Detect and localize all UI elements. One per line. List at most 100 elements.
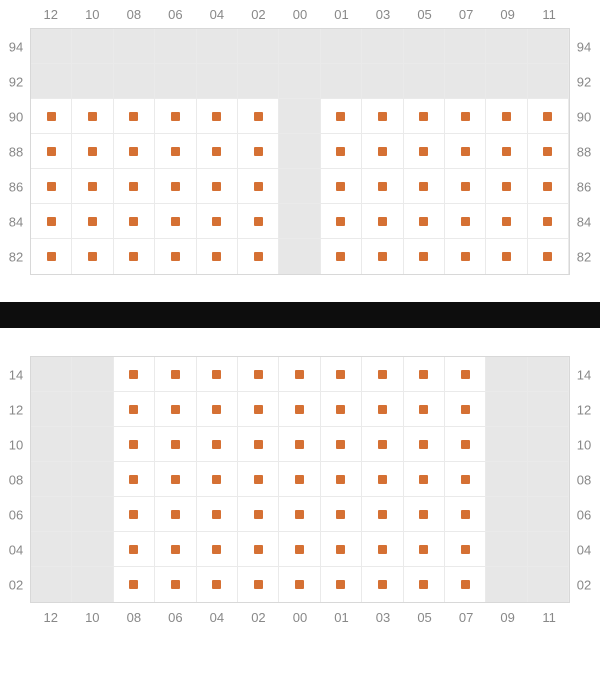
seat-cell[interactable] <box>362 392 403 427</box>
seat-cell[interactable] <box>114 357 155 392</box>
seat-cell[interactable] <box>279 567 320 602</box>
seat-cell[interactable] <box>114 567 155 602</box>
seat-cell[interactable] <box>279 357 320 392</box>
seat-cell[interactable] <box>31 99 72 134</box>
seat-cell[interactable] <box>404 204 445 239</box>
seat-cell[interactable] <box>114 239 155 274</box>
seat-cell[interactable] <box>155 239 196 274</box>
seat-cell[interactable] <box>279 462 320 497</box>
seat-cell[interactable] <box>197 239 238 274</box>
seat-cell[interactable] <box>362 532 403 567</box>
seat-cell[interactable] <box>321 427 362 462</box>
seat-cell[interactable] <box>321 169 362 204</box>
seat-cell[interactable] <box>31 239 72 274</box>
seat-cell[interactable] <box>114 497 155 532</box>
seat-cell[interactable] <box>362 204 403 239</box>
seat-cell[interactable] <box>445 532 486 567</box>
seat-cell[interactable] <box>72 169 113 204</box>
seat-cell[interactable] <box>528 239 569 274</box>
seat-cell[interactable] <box>279 532 320 567</box>
seat-cell[interactable] <box>197 567 238 602</box>
seat-cell[interactable] <box>404 392 445 427</box>
seat-cell[interactable] <box>238 239 279 274</box>
seat-cell[interactable] <box>197 427 238 462</box>
seat-cell[interactable] <box>197 532 238 567</box>
seat-cell[interactable] <box>72 204 113 239</box>
seat-cell[interactable] <box>238 357 279 392</box>
seat-cell[interactable] <box>445 462 486 497</box>
seat-cell[interactable] <box>362 497 403 532</box>
seat-cell[interactable] <box>486 99 527 134</box>
seat-cell[interactable] <box>197 134 238 169</box>
seat-cell[interactable] <box>404 134 445 169</box>
seat-cell[interactable] <box>321 239 362 274</box>
seat-cell[interactable] <box>72 134 113 169</box>
seat-cell[interactable] <box>362 169 403 204</box>
seat-cell[interactable] <box>238 532 279 567</box>
seat-cell[interactable] <box>155 99 196 134</box>
seat-cell[interactable] <box>238 392 279 427</box>
seat-cell[interactable] <box>404 497 445 532</box>
seat-cell[interactable] <box>445 357 486 392</box>
seat-cell[interactable] <box>279 392 320 427</box>
seat-cell[interactable] <box>321 357 362 392</box>
seat-cell[interactable] <box>445 99 486 134</box>
seat-cell[interactable] <box>31 134 72 169</box>
seat-cell[interactable] <box>238 462 279 497</box>
seat-cell[interactable] <box>238 99 279 134</box>
seat-cell[interactable] <box>238 497 279 532</box>
seat-cell[interactable] <box>362 239 403 274</box>
seat-cell[interactable] <box>155 532 196 567</box>
seat-cell[interactable] <box>155 357 196 392</box>
seat-cell[interactable] <box>362 567 403 602</box>
seat-cell[interactable] <box>197 392 238 427</box>
seat-cell[interactable] <box>238 134 279 169</box>
seat-cell[interactable] <box>404 99 445 134</box>
seat-cell[interactable] <box>72 239 113 274</box>
seat-cell[interactable] <box>238 567 279 602</box>
seat-cell[interactable] <box>362 357 403 392</box>
seat-cell[interactable] <box>114 99 155 134</box>
seat-cell[interactable] <box>404 357 445 392</box>
seat-cell[interactable] <box>321 567 362 602</box>
seat-cell[interactable] <box>31 169 72 204</box>
seat-cell[interactable] <box>238 169 279 204</box>
seat-cell[interactable] <box>486 204 527 239</box>
seat-cell[interactable] <box>279 497 320 532</box>
seat-cell[interactable] <box>197 462 238 497</box>
seat-cell[interactable] <box>362 99 403 134</box>
seat-cell[interactable] <box>155 427 196 462</box>
seat-cell[interactable] <box>445 567 486 602</box>
seat-cell[interactable] <box>445 427 486 462</box>
seat-cell[interactable] <box>197 99 238 134</box>
seat-cell[interactable] <box>445 134 486 169</box>
seat-cell[interactable] <box>155 204 196 239</box>
seat-cell[interactable] <box>72 99 113 134</box>
seat-cell[interactable] <box>114 427 155 462</box>
seat-cell[interactable] <box>155 497 196 532</box>
seat-cell[interactable] <box>404 427 445 462</box>
seat-cell[interactable] <box>362 134 403 169</box>
seat-cell[interactable] <box>528 204 569 239</box>
seat-cell[interactable] <box>445 392 486 427</box>
seat-cell[interactable] <box>197 204 238 239</box>
seat-cell[interactable] <box>486 134 527 169</box>
seat-cell[interactable] <box>197 497 238 532</box>
seat-cell[interactable] <box>321 204 362 239</box>
seat-cell[interactable] <box>445 204 486 239</box>
seat-cell[interactable] <box>197 169 238 204</box>
seat-cell[interactable] <box>321 532 362 567</box>
seat-cell[interactable] <box>528 169 569 204</box>
seat-cell[interactable] <box>114 462 155 497</box>
seat-cell[interactable] <box>404 567 445 602</box>
seat-cell[interactable] <box>238 427 279 462</box>
seat-cell[interactable] <box>321 497 362 532</box>
seat-cell[interactable] <box>362 462 403 497</box>
seat-cell[interactable] <box>114 392 155 427</box>
seat-cell[interactable] <box>445 497 486 532</box>
seat-cell[interactable] <box>321 134 362 169</box>
seat-cell[interactable] <box>31 204 72 239</box>
seat-cell[interactable] <box>486 239 527 274</box>
seat-cell[interactable] <box>362 427 403 462</box>
seat-cell[interactable] <box>321 462 362 497</box>
